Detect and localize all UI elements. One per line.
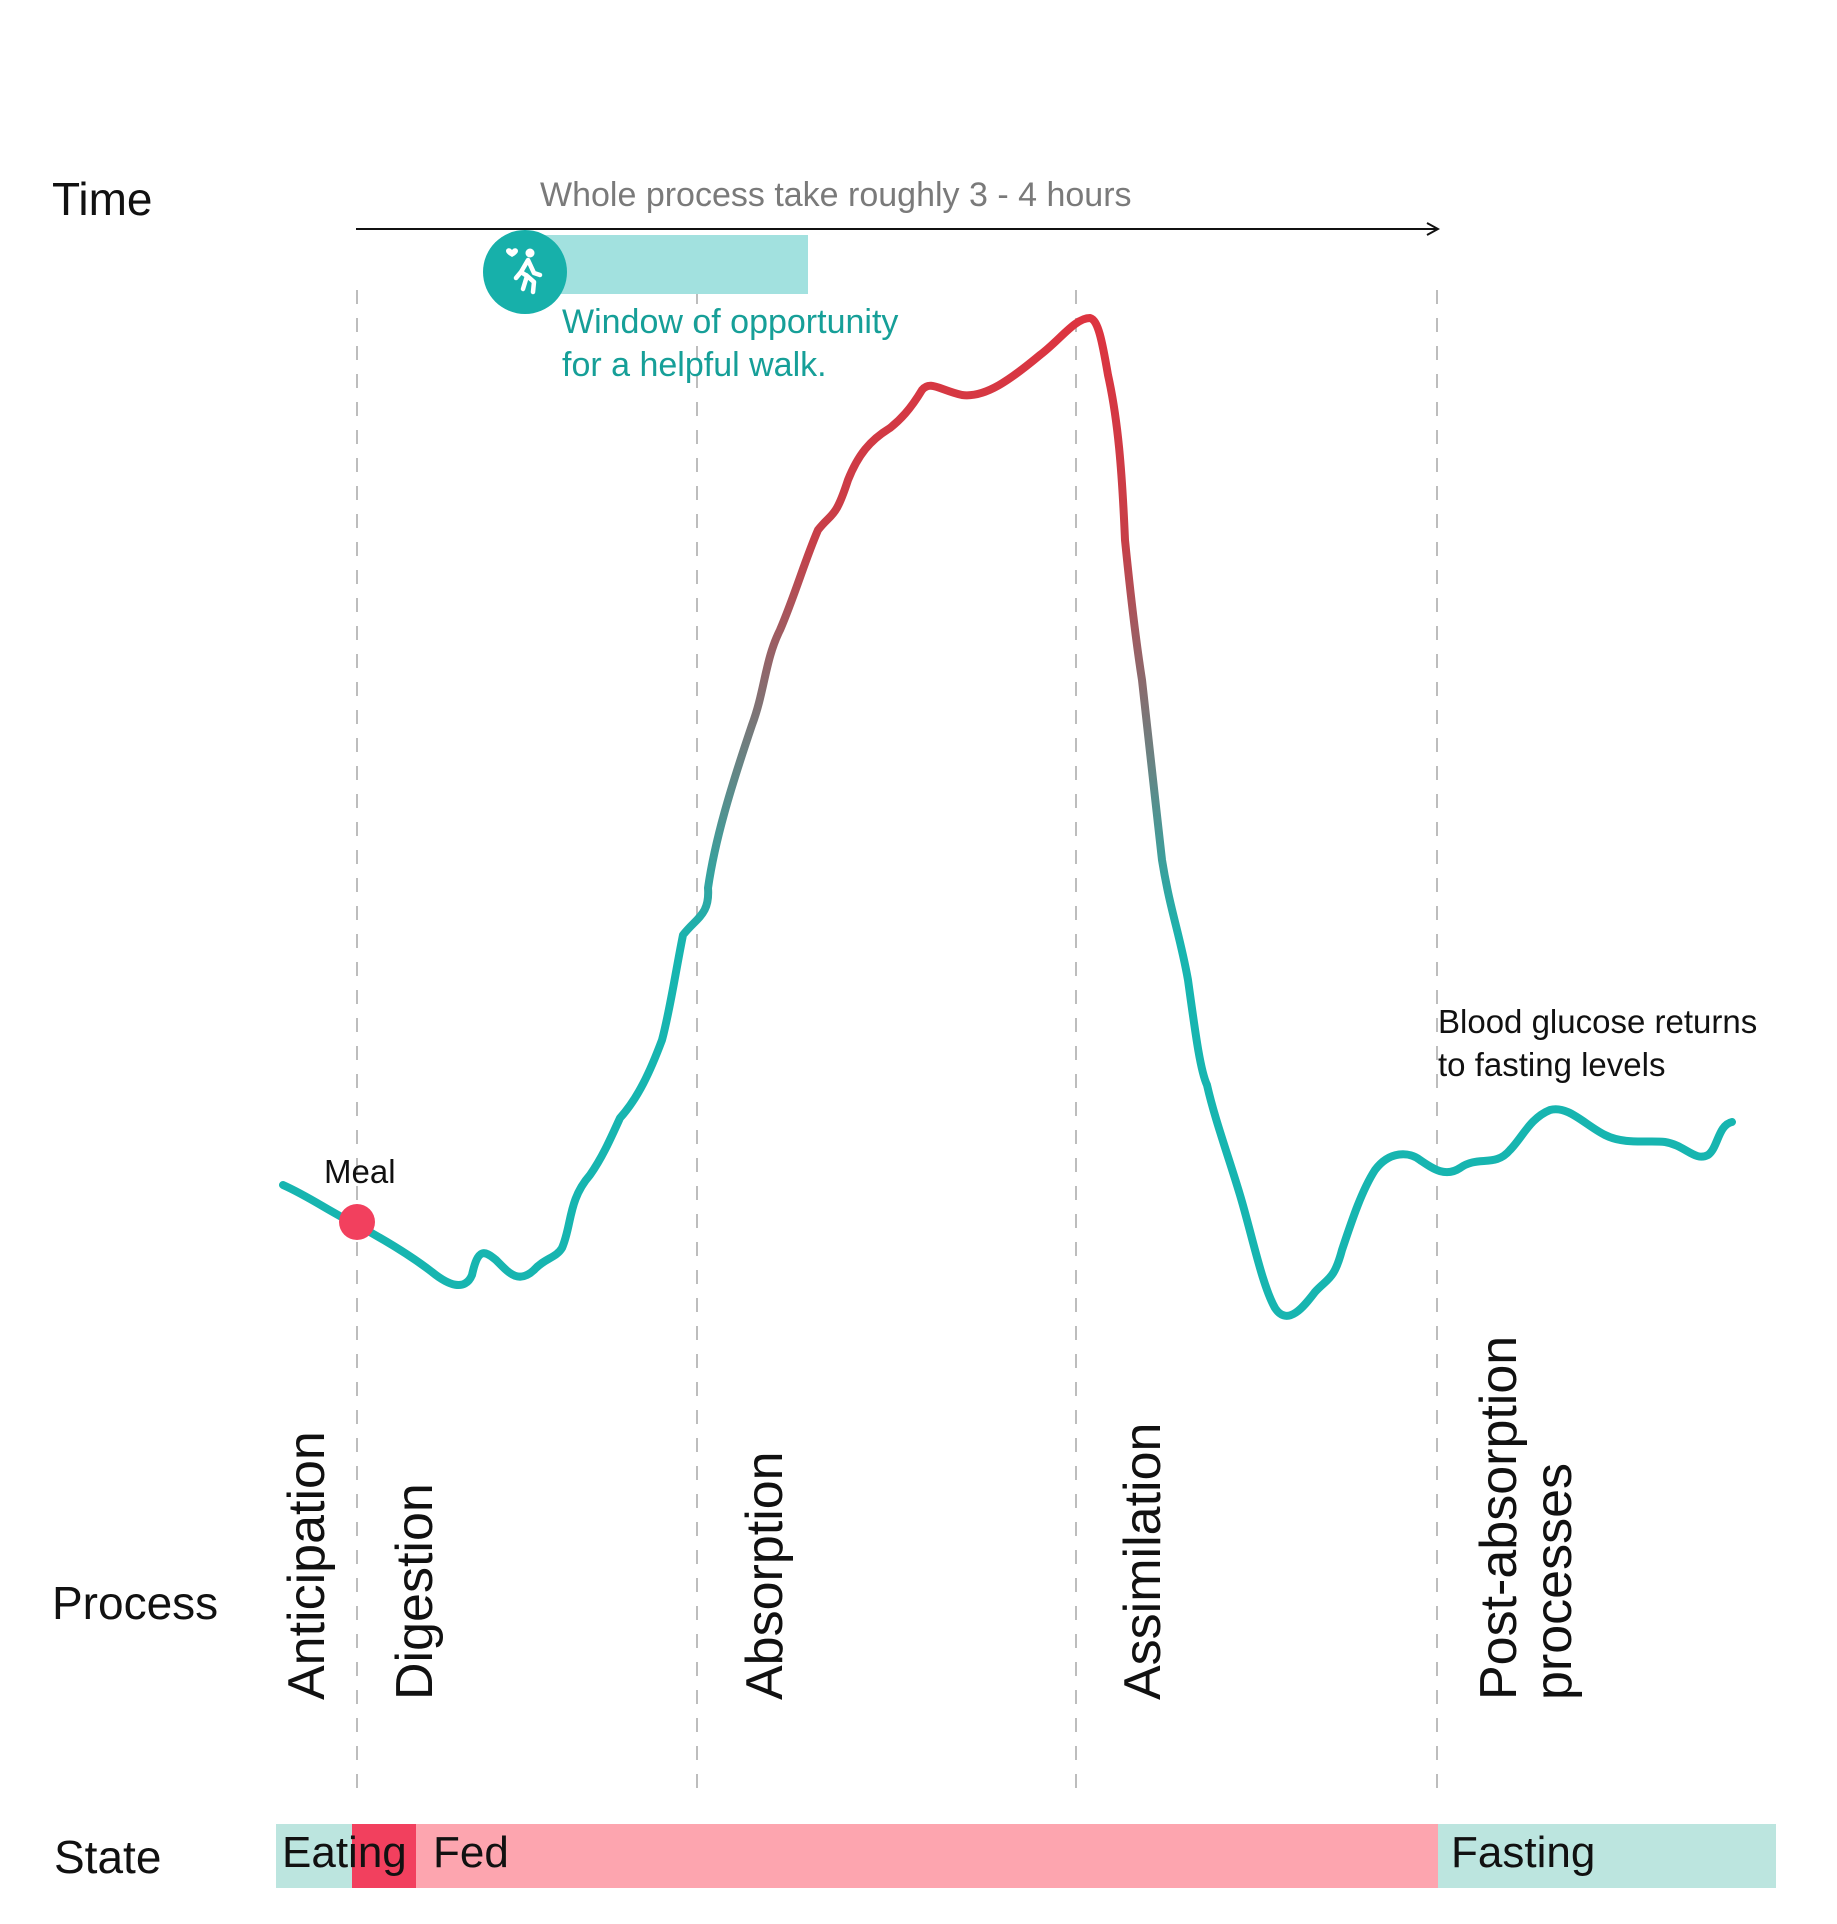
phase-label-assimilation: Assimilation [1114,1422,1172,1700]
state-row-label: State [54,1831,162,1883]
process-row-label: Process [52,1577,219,1629]
walk-window-bar [540,235,808,294]
time-row-label: Time [52,173,153,225]
walk-window-note: Window of opportunity for a helpful walk… [562,301,898,387]
phase-label-post-absorption-line2: processes [1524,1463,1583,1700]
state-bar-eating-transition [352,1824,416,1888]
phase-label-digestion: Digestion [386,1483,444,1700]
state-bar-fed [416,1824,1438,1888]
fasting-note-line2: to fasting levels [1438,1046,1666,1083]
fasting-levels-note: Blood glucose returns to fasting levels [1438,1000,1757,1086]
state-bar-fasting [1438,1824,1776,1888]
glucose-curve [279,314,1736,1320]
time-duration-note: Whole process take roughly 3 - 4 hours [540,176,1132,214]
walk-window-note-line2: for a helpful walk. [562,346,827,384]
phase-label-anticipation: Anticipation [278,1431,336,1700]
state-bar-eating [276,1824,352,1888]
phase-label-post-absorption-line1: Post-absorption [1470,1335,1528,1700]
state-label-fasting: Fasting [1451,1828,1596,1877]
state-label-fed: Fed [433,1828,509,1877]
walking-person-heart-icon [483,230,567,314]
meal-label: Meal [324,1153,396,1190]
phase-label-post-absorption: Post-absorption processes [1470,1335,1583,1700]
meal-dot [339,1204,375,1240]
walk-window-note-line1: Window of opportunity [562,303,899,341]
fasting-note-line1: Blood glucose returns [1438,1003,1758,1040]
state-label-eating: Eating [282,1828,407,1877]
phase-label-absorption: Absorption [736,1451,794,1700]
